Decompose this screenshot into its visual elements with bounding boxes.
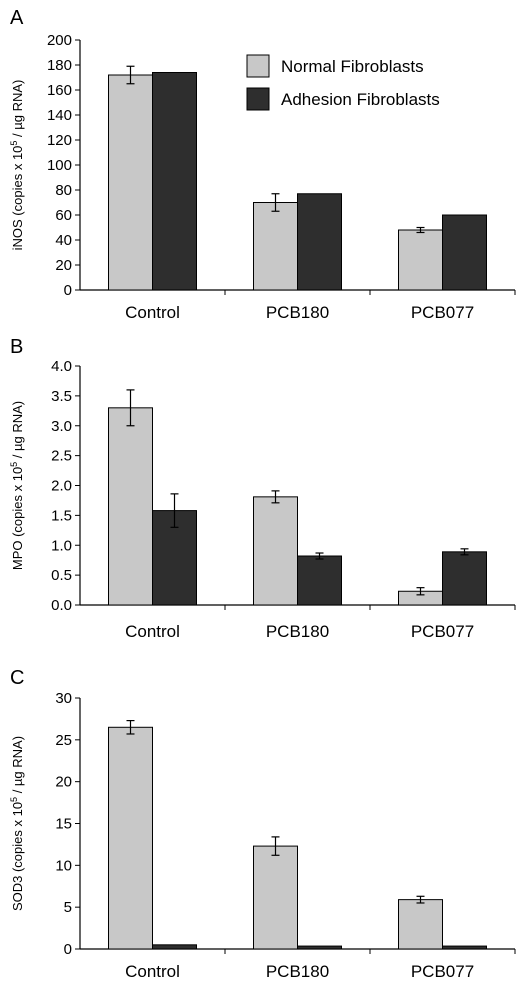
- y-tick-label: 2.5: [51, 448, 72, 465]
- y-axis-title-superscript: 5: [9, 141, 19, 146]
- bar-normal-control: [108, 74, 153, 291]
- x-tick-label: Control: [125, 303, 180, 322]
- y-tick-label: 160: [47, 82, 72, 99]
- y-tick-label: 1.0: [51, 537, 72, 554]
- chart-panel-b: B MPO (copies x 105 / µg RNA) 0.0 0.5 1.0 1.5…: [9, 336, 516, 641]
- x-tick-label: PCB077: [411, 622, 474, 641]
- legend: Normal Fibroblasts Adhesion Fibroblasts: [246, 54, 440, 111]
- y-tick-label: 3.0: [51, 418, 72, 435]
- y-tick-label: 2.0: [51, 478, 72, 495]
- y-tick-label: 5: [64, 899, 72, 916]
- x-tick-label: Control: [125, 962, 180, 981]
- legend-swatch-adhesion: [246, 87, 270, 111]
- y-axis-title: SOD3 (copies x 105 / µg RNA): [9, 736, 25, 911]
- y-tick-label: 15: [55, 816, 72, 833]
- bar-adhesion-pcb077: [442, 214, 487, 291]
- legend-swatch-normal: [246, 54, 270, 78]
- y-axis-title: iNOS (copies x 105 / µg RNA): [9, 80, 25, 251]
- y-tick-label: 4.0: [51, 358, 72, 375]
- y-tick-label: 25: [55, 732, 72, 749]
- y-axis-title-superscript: 5: [9, 462, 19, 467]
- y-tick-label: 0.5: [51, 567, 72, 584]
- bar-normal-pcb180: [253, 202, 298, 291]
- y-axis-title-suffix: / µg RNA): [10, 80, 25, 141]
- legend-label-adhesion: Adhesion Fibroblasts: [281, 90, 440, 109]
- bar-normal-pcb077: [398, 899, 443, 950]
- bar-adhesion-pcb180: [297, 193, 342, 291]
- y-tick-label: 120: [47, 132, 72, 149]
- x-tick-label: Control: [125, 622, 180, 641]
- panel-letter: B: [10, 336, 23, 358]
- y-tick-label: 20: [55, 774, 72, 791]
- y-axis-title-prefix: MPO (copies x 10: [10, 467, 25, 570]
- y-tick-label: 200: [47, 32, 72, 49]
- x-tick-label: PCB077: [411, 962, 474, 981]
- y-tick-label: 60: [55, 207, 72, 224]
- y-tick-label: 80: [55, 182, 72, 199]
- y-axis-title-superscript: 5: [9, 797, 19, 802]
- bar-adhesion-pcb077: [442, 945, 487, 950]
- y-tick-label: 1.5: [51, 507, 72, 524]
- bar-adhesion-pcb180: [297, 555, 342, 606]
- y-tick-label: 140: [47, 107, 72, 124]
- x-tick-label: PCB180: [266, 962, 329, 981]
- bar-normal-pcb180: [253, 845, 298, 950]
- y-tick-label: 0: [64, 282, 72, 299]
- bar-adhesion-control: [152, 72, 197, 291]
- y-axis-title-prefix: SOD3 (copies x 10: [10, 802, 25, 911]
- bar-normal-control: [108, 726, 153, 950]
- y-tick-label: 100: [47, 157, 72, 174]
- panel-letter: C: [10, 667, 24, 689]
- bar-normal-pcb180: [253, 496, 298, 606]
- y-tick-label: 3.5: [51, 388, 72, 405]
- bar-normal-pcb077: [398, 229, 443, 291]
- x-tick-label: PCB180: [266, 622, 329, 641]
- y-axis-title-prefix: iNOS (copies x 10: [10, 146, 25, 251]
- y-tick-label: 0.0: [51, 597, 72, 614]
- y-tick-label: 20: [55, 257, 72, 274]
- y-tick-label: 10: [55, 857, 72, 874]
- y-axis-title-suffix: / µg RNA): [10, 736, 25, 797]
- y-axis-title-suffix: / µg RNA): [10, 401, 25, 462]
- bar-adhesion-pcb077: [442, 551, 487, 606]
- bar-normal-control: [108, 407, 153, 606]
- y-tick-label: 180: [47, 57, 72, 74]
- y-tick-label: 0: [64, 941, 72, 958]
- legend-label-normal: Normal Fibroblasts: [281, 57, 424, 76]
- y-tick-label: 40: [55, 232, 72, 249]
- y-tick-label: 30: [55, 690, 72, 707]
- x-tick-label: PCB077: [411, 303, 474, 322]
- y-axis-title: MPO (copies x 105 / µg RNA): [9, 401, 25, 570]
- x-tick-label: PCB180: [266, 303, 329, 322]
- bar-adhesion-control: [152, 944, 197, 950]
- panel-letter: A: [10, 7, 24, 29]
- bar-adhesion-pcb180: [297, 945, 342, 950]
